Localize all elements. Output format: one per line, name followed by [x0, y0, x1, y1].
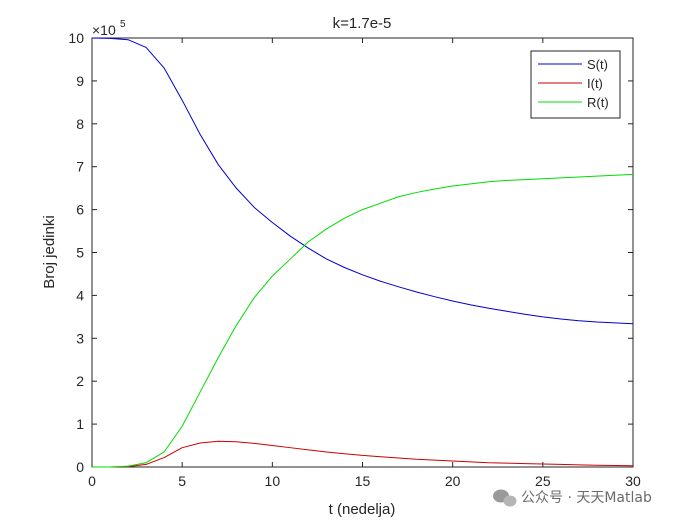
x-tick-label: 10 [265, 473, 281, 489]
x-tick-label: 30 [625, 473, 641, 489]
y-tick-label: 0 [76, 459, 84, 475]
y-tick-label: 9 [76, 73, 84, 89]
x-tick-label: 5 [178, 473, 186, 489]
y-tick-label: 10 [68, 30, 84, 46]
series-line-s-t [91, 37, 634, 325]
x-axis-label: t (nedelja) [329, 501, 396, 518]
y-exponent-power: 5 [120, 19, 126, 30]
legend-entry-label: R(t) [587, 95, 609, 110]
y-tick-label: 2 [76, 373, 84, 389]
series-line-i-t [92, 440, 634, 468]
series-line-r-t [92, 173, 634, 468]
y-tick-label: 5 [76, 245, 84, 261]
y-tick-label: 8 [76, 116, 84, 132]
y-tick-label: 1 [76, 416, 84, 432]
x-tick-label: 0 [88, 473, 96, 489]
legend-entry-label: S(t) [587, 57, 608, 72]
axis-ticks: 0 5 10 15 20 25 30 0 1 2 3 4 5 6 7 8 9 10 [68, 30, 641, 489]
watermark: 公众号 · 天天Matlab [493, 489, 652, 507]
chart-title: k=1.7e-5 [333, 15, 392, 32]
x-tick-label: 15 [355, 473, 371, 489]
watermark-text: 公众号 · 天天Matlab [521, 490, 652, 506]
x-tick-label: 25 [535, 473, 551, 489]
y-tick-label: 7 [76, 159, 84, 175]
y-exponent-base: ×10 [92, 22, 116, 38]
legend: S(t) I(t) R(t) [530, 50, 621, 119]
wechat-icon [493, 489, 517, 507]
series-lines [91, 37, 634, 468]
y-tick-label: 4 [76, 287, 84, 303]
y-axis-label: Broj jedinki [41, 215, 58, 288]
legend-box [530, 50, 621, 119]
x-tick-label: 20 [445, 473, 461, 489]
y-axis-exponent: ×10 5 [92, 19, 126, 38]
y-tick-label: 6 [76, 202, 84, 218]
legend-entry-label: I(t) [587, 76, 603, 91]
y-tick-label: 3 [76, 330, 84, 346]
